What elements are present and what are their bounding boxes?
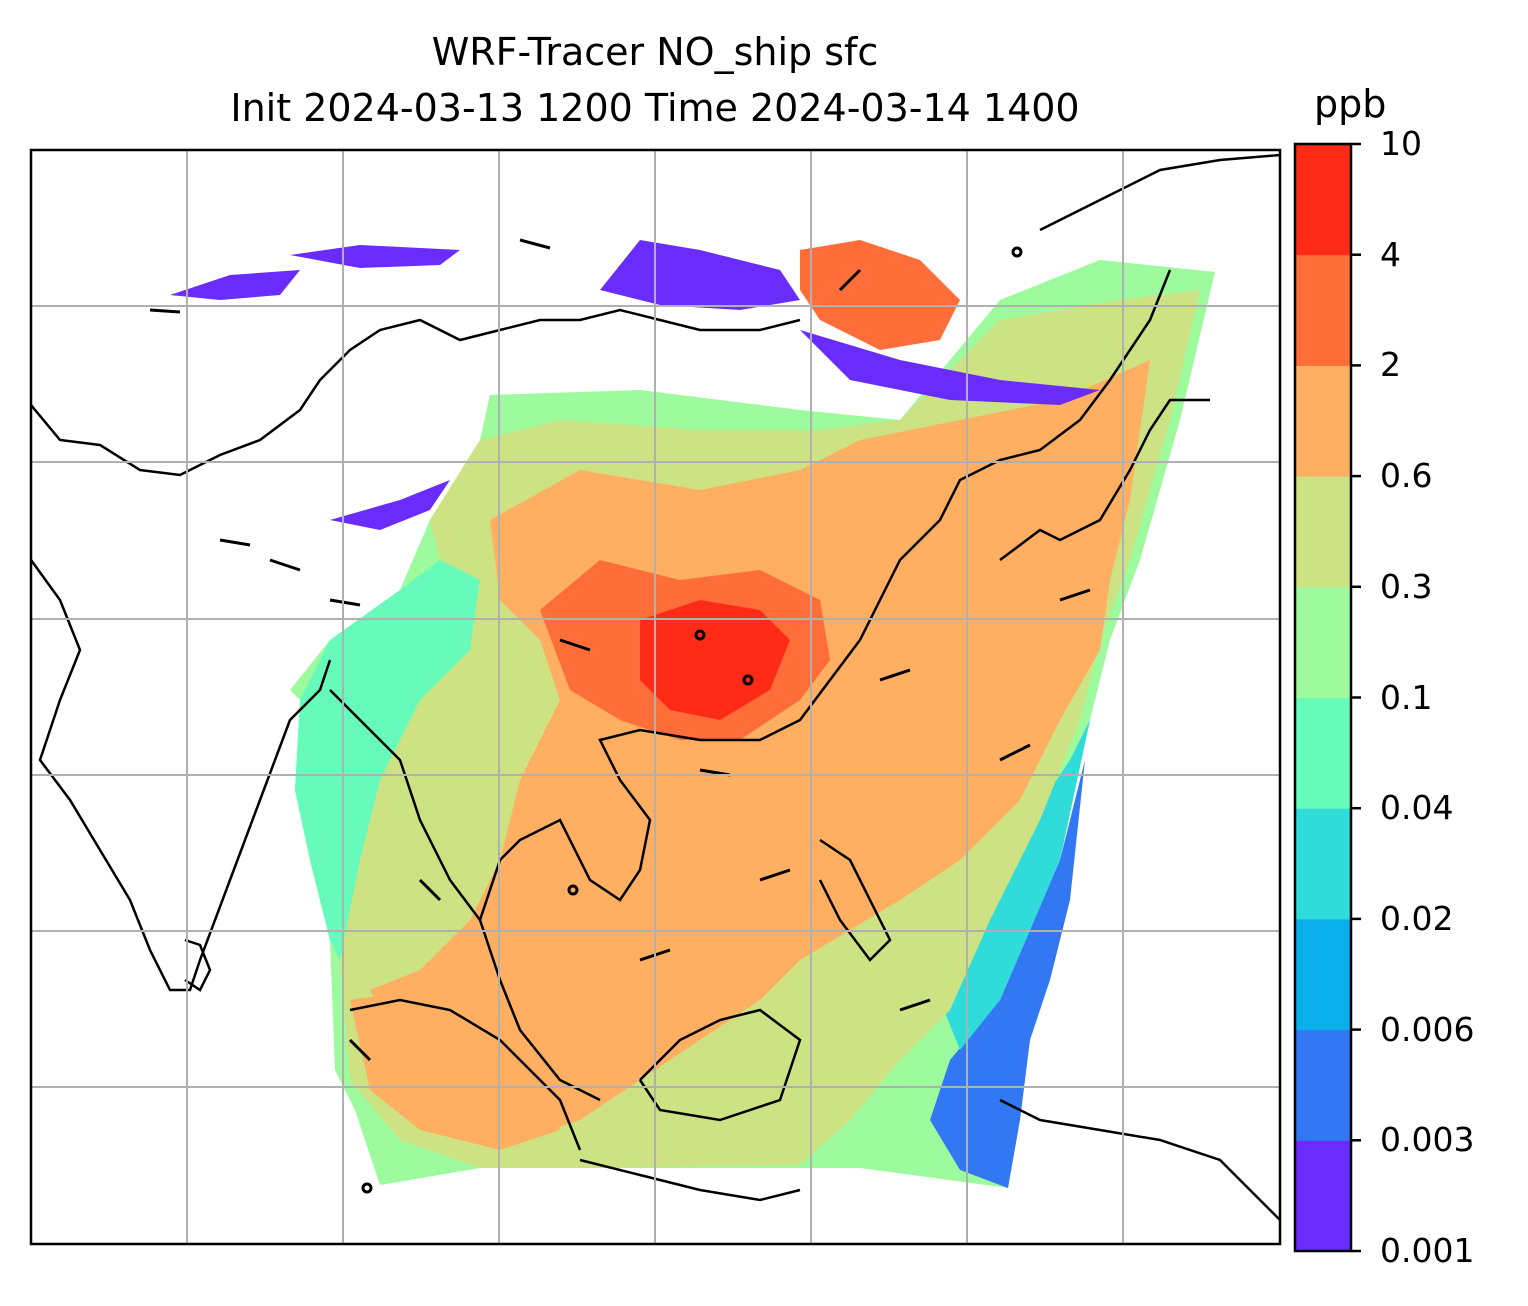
- colorbar-segment: [1295, 918, 1351, 1031]
- coastline-borneo: [638, 1008, 802, 1122]
- chart-title-line-1: WRF-Tracer NO_ship sfc: [431, 30, 879, 74]
- calm-wind-marker: [361, 1182, 373, 1194]
- coastline-sumatra: [349, 998, 582, 1151]
- colorbar-tick-label: 4: [1380, 234, 1401, 274]
- tracer-band-blue: [930, 760, 1085, 1188]
- colorbar: [1293, 142, 1361, 1253]
- coastline-philippines: [818, 838, 892, 962]
- tracer-band-4: [640, 600, 790, 720]
- map-frame: [29, 148, 1282, 1246]
- wind-barb: [149, 308, 181, 314]
- tracer-band-0p6: [370, 360, 1150, 1140]
- wind-barb: [879, 668, 911, 682]
- tracer-band-2-north: [800, 240, 960, 350]
- wind-barb: [559, 638, 591, 652]
- wind-barb: [759, 868, 791, 882]
- wind-barbs: [149, 238, 1091, 1194]
- calm-wind-marker: [567, 884, 579, 896]
- colorbar-tick-label: 0.02: [1380, 898, 1454, 938]
- colorbar-tick-label: 0.001: [1380, 1231, 1475, 1270]
- tracer-band-purple-3: [290, 245, 460, 268]
- coastline-indochina: [329, 639, 861, 923]
- tracer-field: [170, 240, 1215, 1188]
- coastline-sri-lanka: [184, 938, 212, 992]
- wind-barb: [219, 538, 251, 547]
- colorbar-tick-label: 2: [1380, 345, 1401, 385]
- wind-barb: [999, 743, 1031, 762]
- coastline-new-guinea: [999, 1098, 1280, 1221]
- chart-title-line-2: Init 2024-03-13 1200 Time 2024-03-14 140…: [230, 86, 1080, 130]
- colorbar-tick-label: 0.003: [1380, 1120, 1475, 1160]
- colorbar-tick-label: 0.04: [1380, 788, 1454, 828]
- calm-wind-marker: [742, 674, 754, 686]
- colorbar-segment: [1295, 1140, 1351, 1252]
- coastline-north-ne: [1039, 153, 1280, 232]
- wind-barb: [348, 1038, 372, 1062]
- colorbar-unit: ppb: [1314, 82, 1387, 126]
- coastline-korea-japan: [999, 398, 1210, 561]
- coastline-india: [31, 559, 332, 992]
- colorbar-tick-label: 0.006: [1380, 1009, 1475, 1049]
- colorbar-segment: [1295, 697, 1351, 809]
- tracer-band-cyan-west: [295, 560, 480, 960]
- tracer-band-purple-2: [170, 270, 300, 300]
- tracer-band-purple-4: [800, 330, 1100, 405]
- wind-barb: [329, 598, 361, 607]
- tracer-band-purple-5: [330, 480, 450, 530]
- colorbar-tick-label: 10: [1380, 124, 1422, 163]
- wind-barb: [1059, 588, 1091, 602]
- calm-wind-marker: [694, 629, 706, 641]
- colorbar-segment: [1295, 365, 1351, 477]
- tracer-band-cyan-east: [940, 720, 1090, 1050]
- coastline-south-asia: [31, 308, 801, 477]
- wind-barb: [418, 878, 442, 902]
- colorbar-segment: [1295, 254, 1351, 366]
- map-gridlines: [31, 150, 1280, 1244]
- colorbar-tick-label: 0.1: [1380, 677, 1433, 717]
- colorbar-segment: [1295, 808, 1351, 920]
- wind-barb: [269, 558, 301, 572]
- tracer-band-0p6-south: [350, 990, 560, 1150]
- colorbar-segment: [1295, 476, 1351, 588]
- calm-wind-marker: [1011, 246, 1023, 258]
- colorbar-tick-label: 0.6: [1380, 456, 1433, 496]
- colorbar-segment: [1295, 1029, 1351, 1141]
- wind-barb: [838, 268, 862, 292]
- wind-barb: [519, 238, 551, 250]
- coastline-java: [579, 1158, 801, 1202]
- colorbar-tick-label: 0.3: [1380, 566, 1433, 606]
- colorbar-segment: [1295, 144, 1351, 256]
- colorbar-segment: [1295, 586, 1351, 698]
- tracer-band-purple-1: [600, 240, 800, 310]
- wind-barb: [899, 998, 931, 1012]
